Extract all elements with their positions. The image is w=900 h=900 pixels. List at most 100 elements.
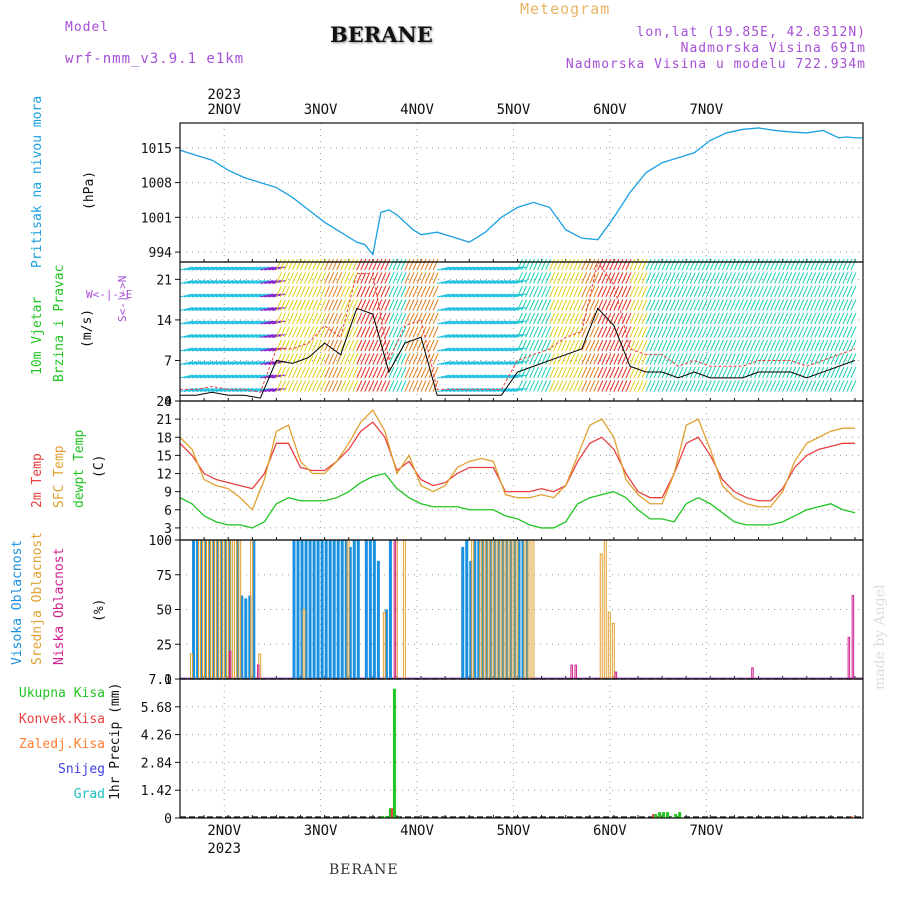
wind-barb bbox=[633, 326, 640, 338]
wind-barb bbox=[709, 312, 716, 325]
wind-barb bbox=[754, 380, 760, 392]
wind-barb bbox=[653, 326, 660, 338]
wind-barb bbox=[633, 339, 640, 352]
wind-barb bbox=[790, 299, 797, 311]
wind-barb bbox=[798, 366, 805, 379]
wind-barb bbox=[232, 307, 246, 311]
y-tick-label: 75 bbox=[156, 569, 172, 584]
wind-barb bbox=[300, 285, 306, 298]
wind-barb bbox=[449, 374, 463, 379]
wind-barb bbox=[348, 339, 355, 352]
wind-barb bbox=[822, 272, 829, 284]
wind-barb bbox=[224, 280, 238, 284]
wind-barb bbox=[320, 285, 327, 298]
wind-barb bbox=[236, 347, 250, 352]
wind-barb bbox=[589, 366, 596, 379]
wind-barb bbox=[565, 272, 572, 284]
wind-barb bbox=[846, 299, 853, 311]
wind-barb bbox=[501, 320, 515, 325]
wind-barb bbox=[822, 312, 829, 325]
wind-barb bbox=[260, 347, 274, 352]
panel-frame bbox=[179, 122, 864, 263]
wind-barb bbox=[420, 299, 427, 311]
wind-barb bbox=[802, 326, 809, 338]
wind-barb bbox=[814, 272, 821, 284]
temp-dewpt-line bbox=[179, 472, 856, 529]
wind-barb bbox=[296, 272, 302, 284]
wind-barb bbox=[609, 272, 616, 284]
wind-barb bbox=[770, 312, 777, 325]
mid-cloud-bar bbox=[603, 539, 607, 680]
wind-barb bbox=[697, 326, 704, 338]
wind-barb bbox=[340, 258, 347, 271]
wind-barb bbox=[195, 320, 210, 325]
wind-barb bbox=[453, 280, 467, 284]
wind-barb bbox=[577, 299, 584, 311]
wind-barb bbox=[850, 299, 857, 311]
wind-barb bbox=[733, 380, 740, 392]
wind-barb bbox=[701, 326, 708, 338]
wind-barb bbox=[581, 339, 588, 352]
wind-barb bbox=[625, 272, 632, 284]
wind-barb bbox=[220, 307, 234, 311]
wind-barb bbox=[806, 285, 813, 298]
wind-barb bbox=[573, 339, 580, 352]
wind-barb bbox=[649, 312, 656, 325]
wind-barb bbox=[766, 312, 773, 325]
wind-barb bbox=[822, 258, 829, 271]
wind-barb bbox=[802, 353, 809, 365]
wind-barb bbox=[408, 312, 415, 325]
wind-barb bbox=[300, 366, 306, 379]
wind-barb bbox=[742, 380, 748, 392]
wind-barb bbox=[324, 258, 331, 271]
wind-barb bbox=[228, 320, 242, 325]
wind-barb bbox=[473, 280, 487, 284]
wind-barb bbox=[589, 299, 596, 311]
wind-barb bbox=[199, 293, 214, 298]
wind-barb bbox=[352, 299, 359, 311]
high-cloud-bar bbox=[356, 540, 360, 679]
wind-unit: (m/s) bbox=[80, 308, 95, 348]
wind-barb bbox=[766, 258, 773, 271]
wind-barb bbox=[521, 285, 527, 298]
wind-barb bbox=[364, 258, 371, 271]
wind-barb bbox=[661, 353, 668, 365]
wind-barb bbox=[525, 353, 531, 365]
wind-barb bbox=[762, 339, 769, 352]
wind-barb bbox=[356, 312, 363, 325]
wind-barb bbox=[521, 258, 527, 271]
wind-barb bbox=[794, 326, 801, 338]
wind-barb bbox=[810, 326, 817, 338]
wind-barb bbox=[179, 361, 194, 365]
wind-barb bbox=[541, 312, 548, 325]
wind-barb bbox=[220, 361, 234, 365]
wind-barb bbox=[497, 280, 511, 284]
wind-barb bbox=[340, 299, 347, 311]
wind-barb bbox=[477, 293, 491, 298]
wind-barb bbox=[802, 312, 809, 325]
wind-barb bbox=[681, 353, 688, 365]
wind-barb bbox=[356, 258, 363, 271]
wind-barb bbox=[364, 285, 371, 298]
wind-barb bbox=[533, 285, 540, 298]
wind-barb bbox=[216, 347, 230, 352]
wind-barb bbox=[770, 380, 777, 392]
cloud-low-label: Niska Oblacnost bbox=[52, 547, 67, 665]
wind-barb bbox=[384, 339, 391, 352]
wind-barb bbox=[501, 388, 515, 392]
wind-barb bbox=[770, 272, 777, 284]
wind-barb bbox=[220, 266, 234, 271]
wind-barb bbox=[497, 388, 511, 392]
wind-barb bbox=[822, 339, 829, 352]
wind-barb bbox=[553, 299, 560, 311]
wind-barb bbox=[416, 326, 423, 338]
wind-barb bbox=[685, 272, 692, 284]
wind-barb bbox=[517, 366, 523, 379]
wind-barb bbox=[649, 285, 656, 298]
wind-barb bbox=[220, 334, 234, 338]
wind-barb bbox=[179, 374, 194, 379]
wind-barb bbox=[275, 353, 282, 365]
mid-cloud-bar bbox=[611, 622, 615, 680]
wind-barb bbox=[525, 366, 531, 379]
wind-barb bbox=[296, 380, 302, 392]
